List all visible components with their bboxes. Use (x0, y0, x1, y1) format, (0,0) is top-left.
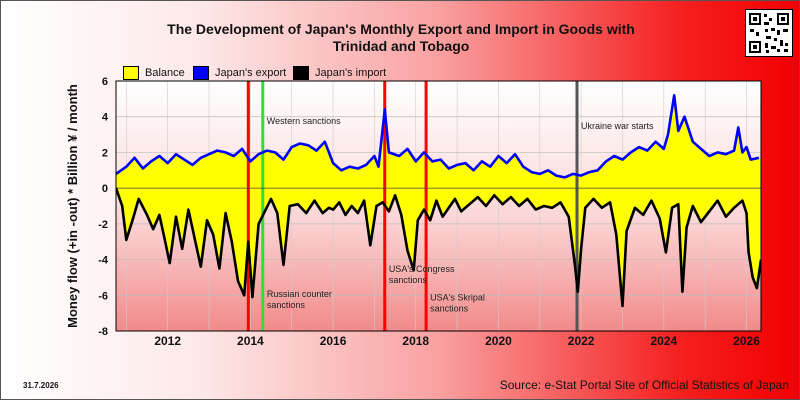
x-tick-label: 2024 (650, 334, 677, 348)
y-tick-label: -8 (98, 326, 108, 338)
annotation-line: sanctions (389, 275, 428, 285)
series-group (116, 81, 761, 331)
y-tick-label: -4 (98, 255, 109, 267)
y-tick-label: 6 (102, 76, 108, 88)
balance-area (116, 95, 761, 302)
annotation-label: USA's Congress sanctions (389, 264, 455, 285)
x-tick-label: 2016 (320, 334, 347, 348)
annotation-line: USA's Congress (389, 264, 455, 274)
x-tick-label: 2020 (485, 334, 512, 348)
source-note: Source: e-Stat Portal Site of Official S… (499, 378, 789, 392)
date-stamp: 31.7.2026 (23, 381, 59, 390)
annotation-line: sanctions (267, 300, 306, 310)
plot-border (115, 80, 762, 332)
x-tick-label: 2026 (733, 334, 760, 348)
chart-title-line-2: Trinidad and Tobago (332, 38, 470, 54)
annotation-label: Russian counter sanctions (267, 289, 332, 310)
export-line (116, 94, 760, 179)
qr-code-icon (745, 9, 793, 57)
annotation-label: USA's Skripal sanctions (430, 293, 485, 314)
y-tick-label: 4 (102, 112, 109, 124)
event-label: Ukraine war starts (581, 121, 654, 131)
y-axis-label: Money flow (+in -out) * Billion ¥ / mont… (65, 84, 80, 328)
x-tick-label: 2012 (154, 334, 181, 348)
x-tick-label: 2022 (568, 334, 595, 348)
y-tick-label: -6 (98, 290, 108, 302)
y-tick-label: 0 (102, 183, 108, 195)
annotation-line: USA's Skripal (430, 293, 485, 303)
x-tick-label: 2014 (237, 334, 264, 348)
chart-title: The Development of Japan's Monthly Expor… (121, 21, 681, 55)
chart-title-line-1: The Development of Japan's Monthly Expor… (167, 21, 635, 37)
x-tick-label: 2018 (402, 334, 429, 348)
import-line (116, 187, 761, 308)
y-tick-label: -2 (98, 219, 108, 231)
annotation-line: Russian counter (267, 289, 332, 299)
event-label: Western sanctions (267, 116, 341, 126)
y-tick-label: 2 (102, 147, 108, 159)
annotation-line: sanctions (430, 304, 469, 314)
